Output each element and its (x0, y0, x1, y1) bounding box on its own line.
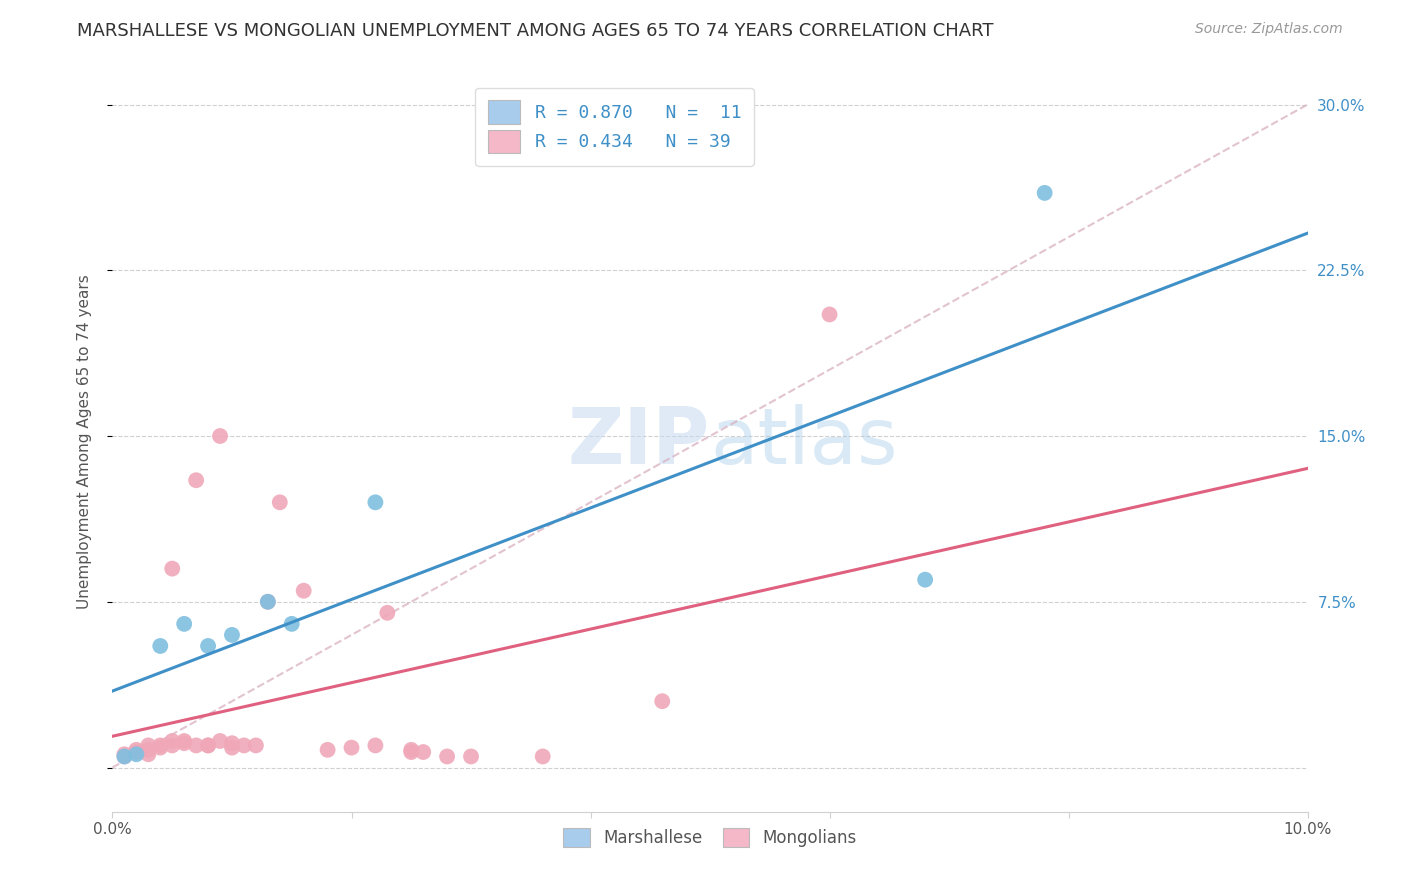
Point (364, 495, 387, 509)
Point (401, 743, 423, 757)
Point (257, 595, 280, 609)
Point (364, 739, 387, 753)
Point (412, 745, 434, 759)
Point (149, 739, 172, 753)
Point (460, 749, 482, 764)
Point (197, 739, 219, 753)
Point (818, 308, 841, 322)
Point (401, 745, 423, 759)
Point (173, 616, 195, 631)
Point (149, 740, 172, 755)
Point (221, 736, 243, 750)
Point (377, 606, 399, 620)
Point (221, 740, 243, 755)
Point (186, 473, 208, 487)
Point (269, 495, 291, 509)
Point (209, 734, 232, 748)
Point (114, 749, 135, 764)
Point (914, 573, 936, 587)
Point (138, 743, 160, 757)
Point (114, 747, 135, 762)
Point (125, 747, 148, 762)
Text: atlas: atlas (710, 403, 897, 480)
Point (197, 739, 219, 753)
Point (162, 739, 183, 753)
Y-axis label: Unemployment Among Ages 65 to 74 years: Unemployment Among Ages 65 to 74 years (77, 274, 91, 609)
Point (233, 739, 256, 753)
Point (197, 639, 219, 653)
Point (162, 734, 183, 748)
Point (138, 747, 160, 762)
Point (1033, 186, 1056, 200)
Point (138, 739, 160, 753)
Point (281, 616, 304, 631)
Point (186, 739, 208, 753)
Point (221, 628, 243, 642)
Text: Source: ZipAtlas.com: Source: ZipAtlas.com (1195, 22, 1343, 37)
Point (257, 595, 280, 609)
Point (125, 743, 148, 757)
Point (114, 749, 135, 764)
Legend: Marshallese, Mongolians: Marshallese, Mongolians (555, 819, 865, 855)
Point (436, 749, 458, 764)
Point (316, 743, 339, 757)
Text: ZIP: ZIP (568, 403, 710, 480)
Point (651, 694, 673, 708)
Point (531, 749, 554, 764)
Point (173, 734, 195, 748)
Point (292, 583, 315, 598)
Text: MARSHALLESE VS MONGOLIAN UNEMPLOYMENT AMONG AGES 65 TO 74 YEARS CORRELATION CHAR: MARSHALLESE VS MONGOLIAN UNEMPLOYMENT AM… (77, 22, 994, 40)
Point (173, 736, 195, 750)
Point (149, 639, 172, 653)
Point (209, 429, 232, 443)
Point (162, 561, 183, 575)
Point (340, 740, 363, 755)
Point (125, 745, 148, 759)
Point (245, 739, 267, 753)
